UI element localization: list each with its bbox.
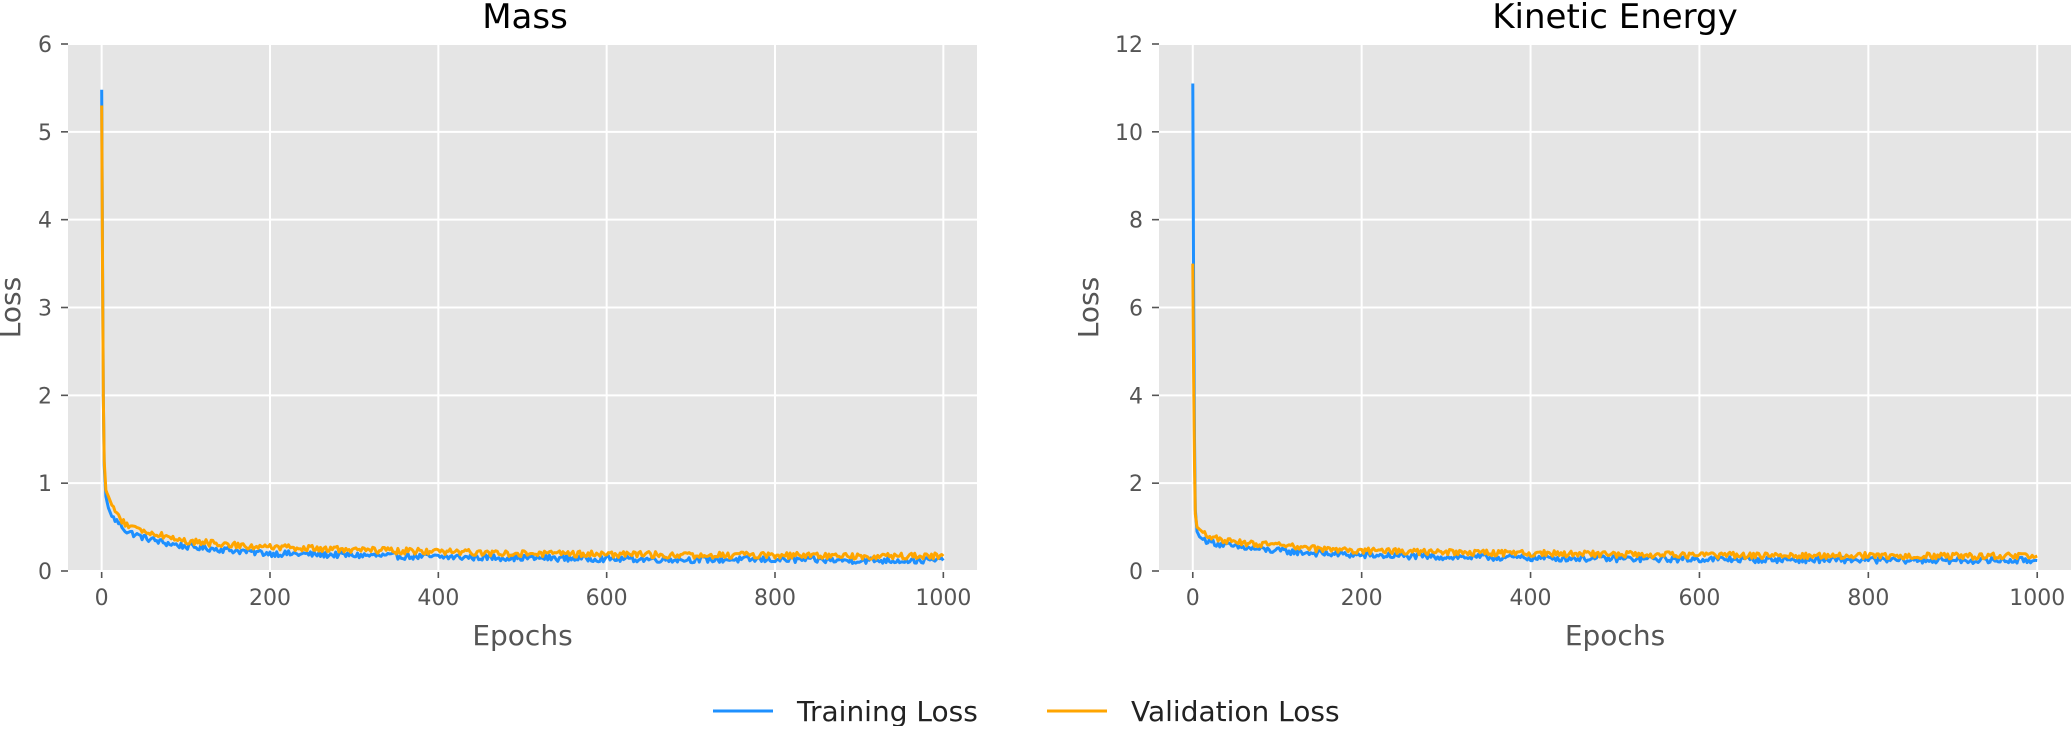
- y-tick-label: 2: [38, 384, 52, 409]
- y-tick-label: 4: [1129, 384, 1143, 409]
- x-tick-label: 600: [1678, 586, 1720, 611]
- y-tick-label: 6: [38, 33, 52, 58]
- x-tick-label: 200: [1341, 586, 1383, 611]
- y-axis-label: Loss: [1072, 277, 1105, 338]
- y-axis-label: Loss: [0, 277, 27, 338]
- y-tick-label: 5: [38, 121, 52, 146]
- x-tick-label: 600: [586, 586, 628, 611]
- chart-mass: 0 200 400 600 800 1000 0 1 2 3 4 5 6 Mass Epochs Loss: [0, 0, 977, 652]
- y-tick-label: 4: [38, 209, 52, 234]
- y-tick-label: 2: [1129, 472, 1143, 497]
- chart-kinetic-energy: 0 200 400 600 800 1000 0 2 4 6 8 10 12 Kinetic Energy…: [1072, 0, 2071, 652]
- chart-title: Mass: [482, 0, 568, 37]
- y-tick-label: 12: [1115, 33, 1143, 58]
- y-tick-label: 0: [1129, 560, 1143, 585]
- x-tick-label: 400: [417, 586, 459, 611]
- y-tick-label: 8: [1129, 209, 1143, 234]
- x-tick-label: 1000: [915, 586, 971, 611]
- legend-label-validation-loss: Validation Loss: [1131, 695, 1340, 726]
- chart-title: Kinetic Energy: [1492, 0, 1738, 37]
- x-tick-label: 0: [1186, 586, 1200, 611]
- y-tick-label: 6: [1129, 297, 1143, 322]
- y-tick-label: 10: [1115, 121, 1143, 146]
- x-tick-label: 1000: [2009, 586, 2065, 611]
- x-axis-label: Epochs: [1565, 619, 1665, 652]
- legend: Training Loss Validation Loss: [713, 695, 1340, 728]
- series-line-training-loss: [1191, 83, 2038, 566]
- legend-label-training-loss: Training Loss: [796, 695, 978, 726]
- x-tick-label: 400: [1510, 586, 1552, 611]
- y-tick-label: 1: [38, 472, 52, 497]
- x-tick-label: 0: [95, 586, 109, 611]
- x-tick-label: 800: [754, 586, 796, 611]
- y-tick-label: 3: [38, 297, 52, 322]
- x-tick-label: 200: [249, 586, 291, 611]
- series-line-validation-loss: [1191, 263, 2038, 561]
- x-tick-label: 800: [1847, 586, 1889, 611]
- y-tick-label: 0: [38, 560, 52, 585]
- x-axis-label: Epochs: [472, 619, 572, 652]
- series-line-validation-loss: [100, 105, 945, 561]
